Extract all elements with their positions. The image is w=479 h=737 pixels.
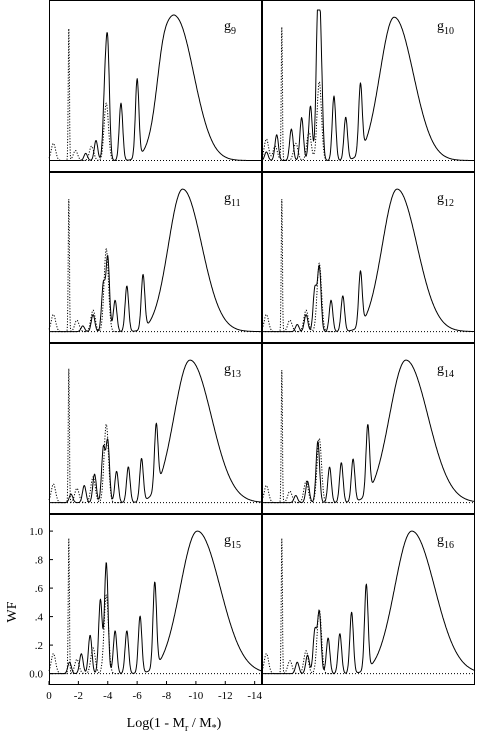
series-dotted-16	[261, 538, 336, 675]
panel-label-subscript: 9	[231, 26, 236, 37]
series-solid-13	[48, 359, 263, 504]
y-tick-label: .8	[35, 555, 44, 567]
x-tick-label: -12	[218, 690, 233, 702]
x-axis-title: Log(1 - Mr / M*)	[127, 716, 222, 734]
panel-label-subscript: 12	[444, 198, 454, 209]
panel-label: g13	[224, 362, 241, 380]
panel-frame	[49, 514, 262, 685]
panel-label: g14	[437, 362, 454, 380]
panel-frame	[262, 343, 475, 514]
x-tick-label: 0	[46, 690, 52, 702]
panel-frame	[49, 0, 262, 172]
panel-label: g16	[437, 533, 454, 551]
panel-grid: g9 g10 g11 g12 g13 g14 g15 g16	[48, 0, 476, 685]
axes: 0 -2 -4 -6 -8 -10 -12 -14 0.0 .2 .4 .6 .8 1.0	[29, 526, 262, 702]
panel-g10: g10	[261, 0, 476, 172]
y-tick-label: 1.0	[29, 526, 43, 538]
x-axis-title-part: *	[212, 723, 217, 734]
panel-label-subscript: 15	[231, 540, 241, 551]
x-axis-title-part: / M	[188, 716, 212, 731]
panel-g13: g13	[48, 343, 263, 514]
series-solid-10	[261, 9, 476, 161]
panel-frame	[262, 0, 475, 172]
x-axis-title-part: )	[217, 716, 222, 731]
x-tick-label: -8	[162, 690, 172, 702]
series-dotted-10	[261, 27, 336, 161]
series-solid-9	[48, 14, 263, 161]
y-tick-label: 0.0	[29, 669, 43, 681]
panel-frame	[49, 343, 262, 514]
panel-g9: g9	[48, 0, 263, 172]
panel-label-subscript: 16	[444, 540, 454, 551]
y-tick-label: .4	[35, 612, 44, 624]
series-solid-16	[261, 530, 476, 675]
panel-label: g11	[224, 191, 241, 209]
series-solid-12	[261, 188, 476, 333]
series-dotted-14	[261, 370, 336, 504]
panel-label: g12	[437, 191, 454, 209]
panel-g16: g16	[261, 514, 476, 685]
panel-frame	[262, 172, 475, 343]
panel-label-subscript: 13	[231, 369, 241, 380]
x-axis-title-part: Log(1 - M	[127, 716, 186, 731]
x-tick-label: -4	[103, 690, 113, 702]
series-dotted-13	[48, 368, 123, 504]
panel-g11: g11	[48, 172, 263, 343]
y-tick-label: .2	[35, 640, 43, 652]
panel-g12: g12	[261, 172, 476, 343]
panel-g15: g15	[48, 514, 263, 685]
panel-label-subscript: 14	[444, 369, 454, 380]
panel-frame	[49, 172, 262, 343]
panel-label-subscript: 10	[444, 26, 454, 37]
x-tick-label: -10	[189, 690, 204, 702]
y-axis-title: WF	[5, 601, 20, 622]
panel-label: g15	[224, 533, 241, 551]
series-solid-14	[261, 359, 476, 504]
series-dotted-12	[261, 199, 336, 333]
series-dotted-11	[48, 199, 123, 333]
x-axis-title-part: r	[185, 723, 189, 734]
series-dotted-15	[48, 538, 123, 675]
x-tick-label: -14	[247, 690, 262, 702]
panel-g14: g14	[261, 343, 476, 514]
x-tick-label: -2	[74, 690, 83, 702]
y-tick-label: .6	[35, 583, 44, 595]
series-solid-11	[48, 188, 263, 333]
x-tick-label: -6	[133, 690, 143, 702]
series-solid-15	[48, 530, 263, 675]
panel-frame	[262, 514, 475, 685]
panel-label: g9	[224, 19, 236, 37]
panel-label-subscript: 11	[231, 198, 241, 209]
panel-label: g10	[437, 19, 454, 37]
